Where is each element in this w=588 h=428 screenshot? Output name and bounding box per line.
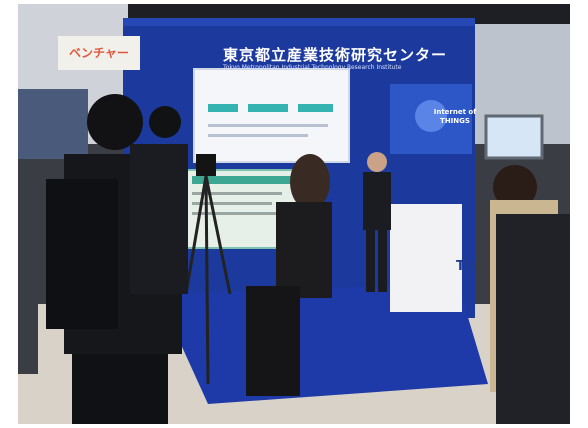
podium-text: TO (456, 259, 476, 274)
left-sign: ベンチャー (58, 36, 140, 70)
banner-title: 東京都立産業技術研究センター (223, 46, 448, 64)
iot-panel-text: Internet of THINGS (433, 108, 477, 125)
booth-photo (18, 4, 570, 424)
photo-frame: 東京都立産業技術研究センター Tokyo Metropolitan Indust… (18, 4, 570, 424)
banner-subtitle: Tokyo Metropolitan Industrial Technology… (223, 64, 402, 71)
